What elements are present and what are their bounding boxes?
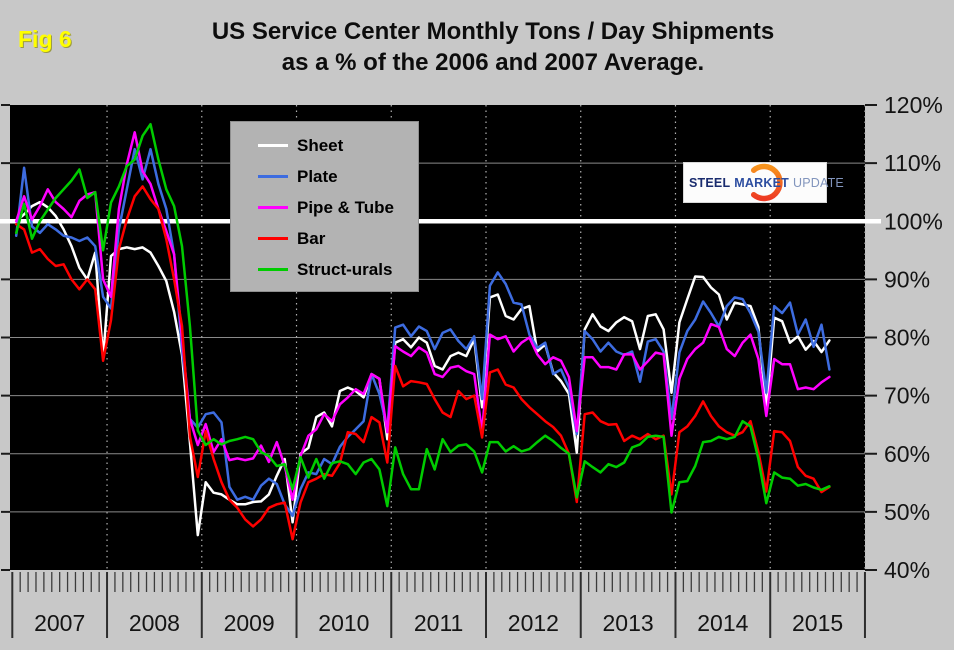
svg-text:70%: 70% <box>884 383 930 409</box>
sheet-line-swatch <box>258 144 288 147</box>
chart-title: US Service Center Monthly Tons / Day Shi… <box>32 16 954 78</box>
svg-text:90%: 90% <box>884 266 930 292</box>
fig-label: Fig 6 <box>18 26 72 52</box>
svg-text:2008: 2008 <box>129 610 180 636</box>
svg-text:60%: 60% <box>884 441 930 467</box>
legend-item-structurals: Struct-urals <box>258 254 418 285</box>
svg-text:120%: 120% <box>884 92 943 118</box>
legend-item-bar: Bar <box>258 223 418 254</box>
svg-text:2009: 2009 <box>224 610 275 636</box>
legend-item-pipe-tube: Pipe & Tube <box>258 192 418 223</box>
chart-title-line2: as a % of the 2006 and 2007 Average. <box>281 49 705 76</box>
svg-text:2014: 2014 <box>697 610 748 636</box>
chart-title-line1: US Service Center Monthly Tons / Day Shi… <box>211 18 775 45</box>
svg-text:110%: 110% <box>884 150 941 176</box>
svg-text:2010: 2010 <box>318 610 369 636</box>
svg-text:40%: 40% <box>884 557 930 583</box>
smu-crescent-icon <box>750 163 783 202</box>
legend-item-plate: Plate <box>258 161 418 192</box>
svg-text:2007: 2007 <box>34 610 85 636</box>
logo-word-steel: STEEL <box>689 175 731 190</box>
svg-text:2012: 2012 <box>508 610 559 636</box>
svg-text:80%: 80% <box>884 325 930 351</box>
svg-text:100%: 100% <box>884 208 943 234</box>
smu-logo-text: STEEL MARKET UPDATE <box>689 163 844 202</box>
svg-text:50%: 50% <box>884 499 930 525</box>
pipe-tube-line-swatch <box>258 206 288 209</box>
smu-logo: STEEL MARKET UPDATE <box>683 162 844 203</box>
bar-line-swatch <box>258 237 288 240</box>
legend-label: Bar <box>297 228 326 248</box>
legend-label: Sheet <box>297 135 344 155</box>
svg-text:2011: 2011 <box>414 610 463 636</box>
legend-label: Struct-urals <box>297 259 393 279</box>
svg-text:2013: 2013 <box>603 610 654 636</box>
legend-label: Pipe & Tube <box>297 197 394 217</box>
svg-text:2015: 2015 <box>792 610 843 636</box>
plate-line-swatch <box>258 175 288 178</box>
legend-item-sheet: Sheet <box>258 130 418 161</box>
legend-label: Plate <box>297 166 338 186</box>
structurals-line-swatch <box>258 268 288 271</box>
logo-word-update: UPDATE <box>792 175 844 190</box>
legend: Sheet Plate Pipe & Tube Bar Struct-urals <box>230 121 419 292</box>
logo-word-market: MARKET <box>734 175 789 190</box>
